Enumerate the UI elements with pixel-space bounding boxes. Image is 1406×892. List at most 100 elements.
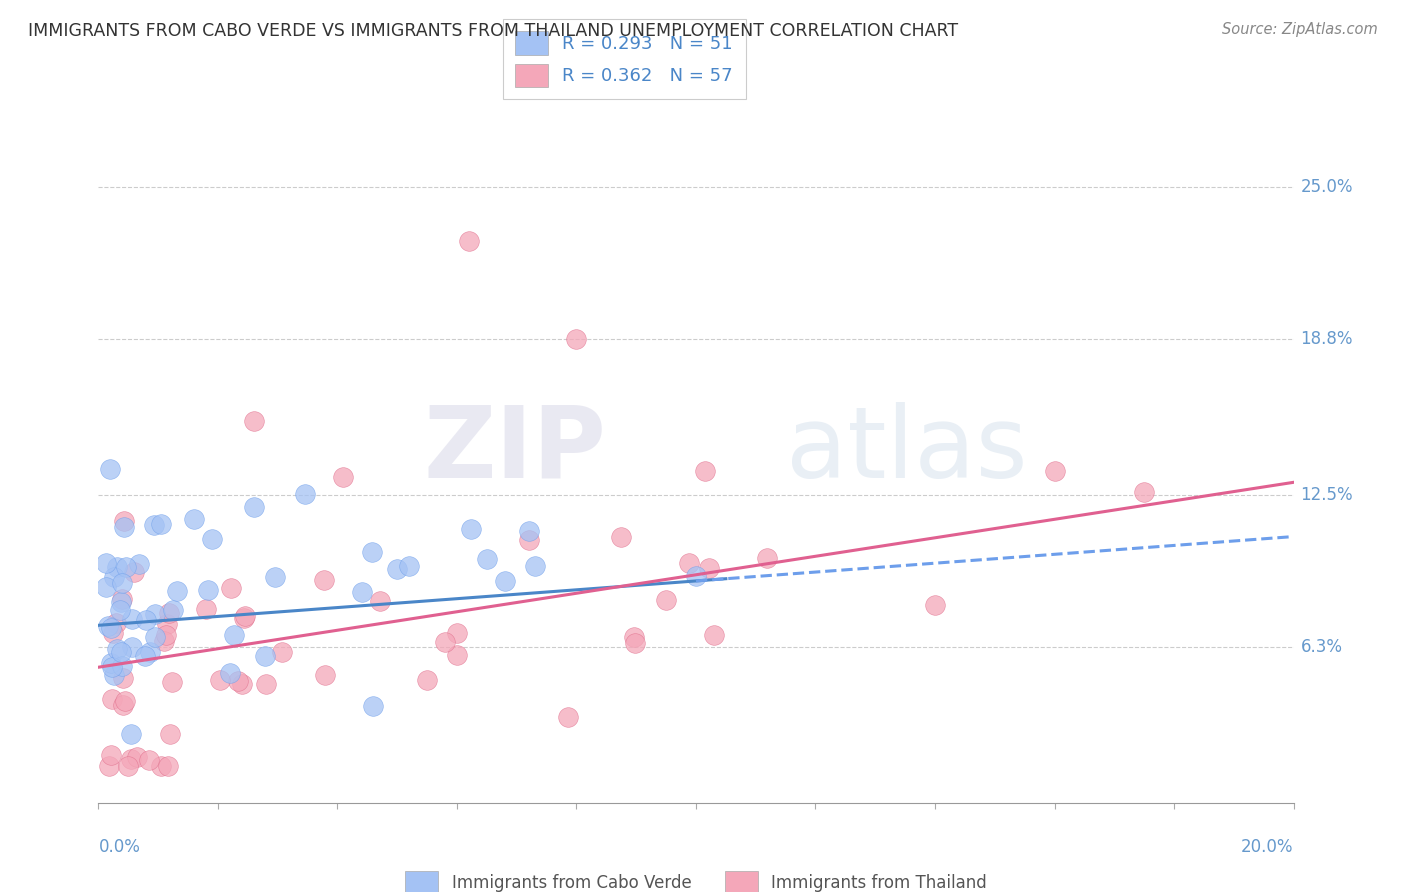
Point — [128, 557, 150, 571]
Text: ZIP: ZIP — [423, 401, 606, 499]
Point — [108, 602, 131, 616]
Point — [157, 759, 180, 773]
Point — [143, 517, 166, 532]
Point — [104, 616, 127, 631]
Point — [150, 759, 173, 773]
Point — [111, 658, 134, 673]
Point — [201, 532, 224, 546]
Point — [121, 612, 143, 626]
Point — [361, 544, 384, 558]
Point — [243, 500, 266, 514]
Point — [149, 516, 172, 531]
Point — [195, 602, 218, 616]
Point — [243, 414, 266, 428]
Point — [157, 606, 180, 620]
Point — [100, 657, 122, 671]
Text: 18.8%: 18.8% — [1301, 330, 1353, 349]
Text: 20.0%: 20.0% — [1241, 838, 1294, 856]
Point — [294, 487, 316, 501]
Point — [264, 570, 287, 584]
Point — [111, 576, 134, 591]
Y-axis label: Unemployment: Unemployment — [0, 400, 8, 528]
Text: 0.0%: 0.0% — [98, 838, 141, 856]
Point — [100, 748, 122, 763]
Point — [94, 557, 117, 571]
Point — [122, 565, 145, 579]
Point — [97, 618, 120, 632]
Text: 25.0%: 25.0% — [1301, 178, 1353, 195]
Point — [103, 569, 125, 583]
Point — [254, 677, 277, 691]
Point — [460, 522, 482, 536]
Text: Source: ZipAtlas.com: Source: ZipAtlas.com — [1222, 22, 1378, 37]
Point — [103, 668, 125, 682]
Point — [517, 533, 540, 547]
Point — [138, 753, 160, 767]
Point — [565, 332, 588, 346]
Point — [352, 585, 374, 599]
Point — [226, 673, 249, 688]
Point — [134, 649, 156, 664]
Point — [110, 595, 132, 609]
Point — [153, 634, 176, 648]
Point — [458, 234, 481, 248]
Point — [624, 636, 647, 650]
Point — [678, 557, 700, 571]
Point — [685, 569, 707, 583]
Point — [209, 673, 232, 688]
Point — [143, 607, 166, 621]
Point — [162, 603, 184, 617]
Point — [254, 648, 277, 663]
Text: IMMIGRANTS FROM CABO VERDE VS IMMIGRANTS FROM THAILAND UNEMPLOYMENT CORRELATION : IMMIGRANTS FROM CABO VERDE VS IMMIGRANTS… — [28, 22, 959, 40]
Point — [924, 598, 946, 612]
Point — [224, 627, 246, 641]
Point — [111, 592, 134, 607]
Point — [100, 621, 122, 635]
Point — [361, 699, 384, 714]
Point — [368, 593, 391, 607]
Point — [166, 584, 188, 599]
Point — [197, 582, 219, 597]
Point — [120, 752, 142, 766]
Text: 6.3%: 6.3% — [1301, 639, 1343, 657]
Point — [695, 464, 717, 478]
Point — [703, 628, 725, 642]
Point — [112, 698, 135, 712]
Point — [416, 673, 439, 687]
Point — [117, 759, 139, 773]
Point — [112, 520, 135, 534]
Point — [155, 628, 177, 642]
Point — [609, 530, 631, 544]
Point — [101, 692, 124, 706]
Text: 12.5%: 12.5% — [1301, 485, 1353, 504]
Point — [231, 677, 253, 691]
Point — [112, 514, 135, 528]
Point — [114, 694, 136, 708]
Point — [697, 561, 720, 575]
Point — [107, 560, 129, 574]
Point — [143, 631, 166, 645]
Point — [494, 574, 516, 588]
Point — [219, 666, 242, 681]
Point — [332, 470, 354, 484]
Point — [183, 512, 205, 526]
Point — [121, 640, 143, 654]
Point — [1133, 485, 1156, 500]
Point — [557, 710, 579, 724]
Point — [315, 667, 337, 681]
Point — [434, 634, 457, 648]
Point — [159, 727, 181, 741]
Point — [96, 580, 118, 594]
Point — [232, 610, 254, 624]
Point — [655, 593, 678, 607]
Point — [271, 645, 294, 659]
Point — [523, 559, 546, 574]
Point — [101, 626, 124, 640]
Point — [97, 759, 120, 773]
Point — [139, 645, 162, 659]
Point — [517, 524, 540, 539]
Point — [398, 559, 420, 574]
Point — [160, 674, 183, 689]
Legend: Immigrants from Cabo Verde, Immigrants from Thailand: Immigrants from Cabo Verde, Immigrants f… — [398, 865, 994, 892]
Point — [233, 609, 256, 624]
